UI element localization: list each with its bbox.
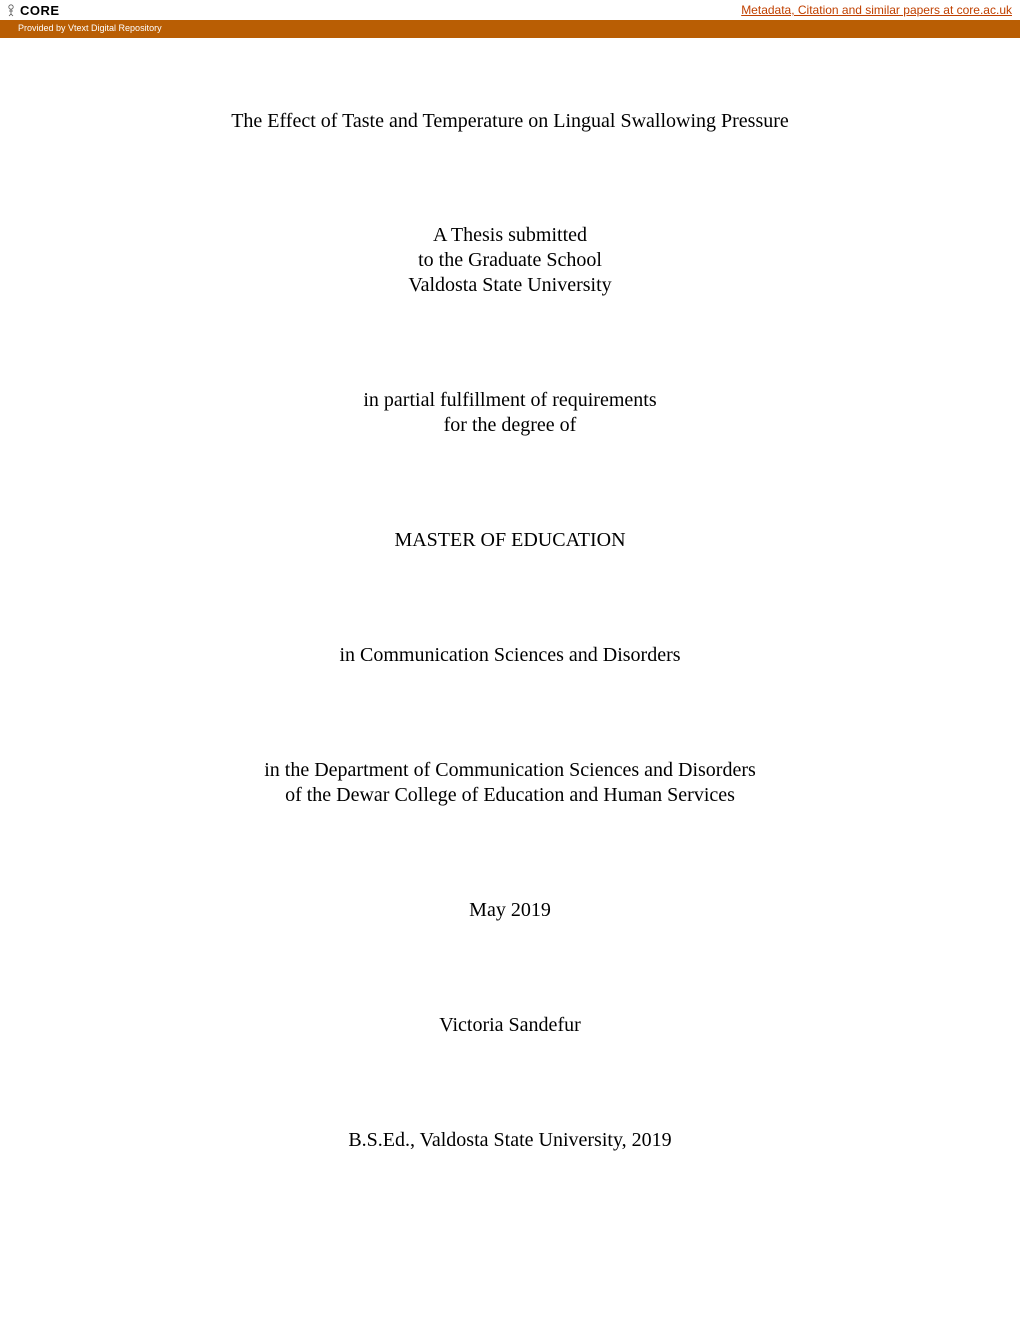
fulfillment-line-1: in partial fulfillment of requirements	[0, 388, 1020, 413]
core-metadata-link[interactable]: Metadata, Citation and similar papers at…	[741, 3, 1012, 17]
core-brand-text: CORE	[20, 3, 60, 18]
fulfillment-block: in partial fulfillment of requirements f…	[0, 388, 1020, 438]
thesis-title-page: The Effect of Taste and Temperature on L…	[0, 38, 1020, 1153]
degree-name: MASTER OF EDUCATION	[0, 528, 1020, 553]
core-banner-top: CORE Metadata, Citation and similar pape…	[0, 0, 1020, 20]
core-provided-by: Provided by Vtext Digital Repository	[0, 20, 1020, 36]
core-brand-group: CORE	[4, 3, 60, 18]
core-banner: CORE Metadata, Citation and similar pape…	[0, 0, 1020, 38]
department-line-1: in the Department of Communication Scien…	[0, 758, 1020, 783]
core-logo-icon	[4, 3, 18, 17]
thesis-title: The Effect of Taste and Temperature on L…	[0, 110, 1020, 133]
submission-line-2: to the Graduate School	[0, 248, 1020, 273]
thesis-date: May 2019	[0, 898, 1020, 923]
field-of-study: in Communication Sciences and Disorders	[0, 643, 1020, 668]
submission-line-3: Valdosta State University	[0, 273, 1020, 298]
submission-line-1: A Thesis submitted	[0, 223, 1020, 248]
prior-degree: B.S.Ed., Valdosta State University, 2019	[0, 1128, 1020, 1153]
fulfillment-line-2: for the degree of	[0, 413, 1020, 438]
department-line-2: of the Dewar College of Education and Hu…	[0, 783, 1020, 808]
author-name: Victoria Sandefur	[0, 1013, 1020, 1038]
submission-block: A Thesis submitted to the Graduate Schoo…	[0, 223, 1020, 298]
department-block: in the Department of Communication Scien…	[0, 758, 1020, 808]
